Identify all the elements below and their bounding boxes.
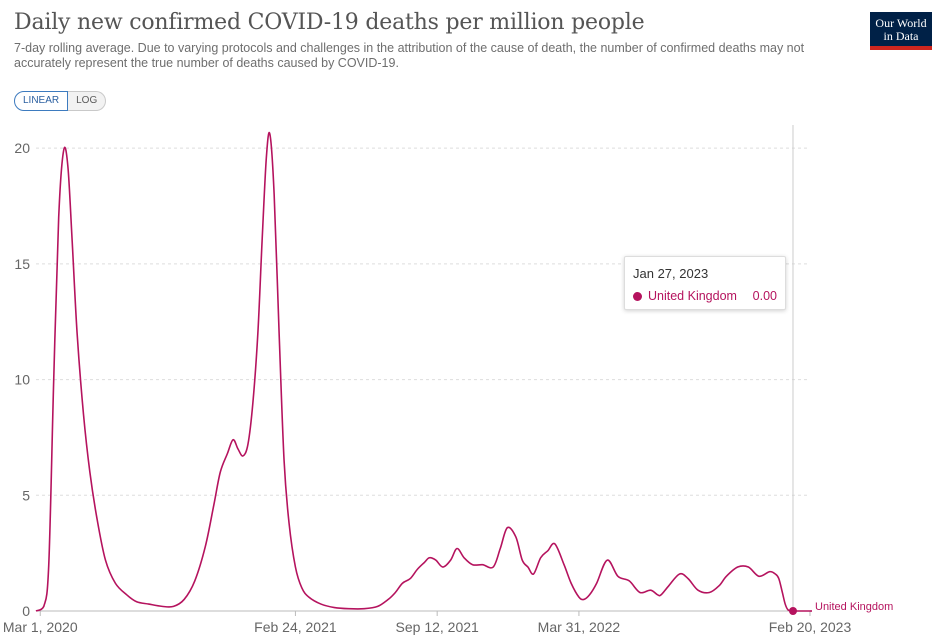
- tooltip-value: 0.00: [752, 289, 777, 303]
- log-scale-button[interactable]: LOG: [68, 91, 107, 111]
- tooltip-date: Jan 27, 2023: [633, 266, 709, 281]
- owid-logo[interactable]: Our World in Data: [870, 12, 932, 50]
- x-tick-label: Feb 20, 2023: [769, 619, 852, 635]
- x-tick-label: Mar 31, 2022: [538, 619, 621, 635]
- logo-line2: in Data: [883, 29, 919, 43]
- linear-scale-button[interactable]: LINEAR: [14, 91, 69, 111]
- series-end-label: United Kingdom: [815, 601, 893, 613]
- y-tick-label: 5: [22, 487, 30, 503]
- x-tick-label: Mar 1, 2020: [3, 619, 78, 635]
- x-tick-label: Feb 24, 2021: [254, 619, 337, 635]
- chart-title: Daily new confirmed COVID-19 deaths per …: [14, 10, 645, 35]
- series-line-united-kingdom[interactable]: [35, 131, 810, 612]
- tooltip-series-name: United Kingdom: [648, 289, 737, 303]
- logo-line1: Our World: [875, 16, 927, 30]
- scale-toggle: LINEAR LOG: [14, 91, 107, 111]
- tooltip: Jan 27, 2023 United Kingdom 0.00: [624, 256, 786, 310]
- tooltip-series-dot: [633, 291, 642, 301]
- hover-point[interactable]: [788, 607, 797, 615]
- x-tick-label: Sep 12, 2021: [396, 619, 480, 635]
- y-tick-label: 20: [14, 140, 30, 156]
- y-tick-label: 0: [22, 603, 30, 619]
- y-tick-label: 10: [14, 372, 30, 388]
- chart-subtitle: 7-day rolling average. Due to varying pr…: [14, 41, 805, 70]
- tooltip-row: United Kingdom 0.00: [633, 289, 777, 303]
- y-tick-label: 15: [14, 256, 30, 272]
